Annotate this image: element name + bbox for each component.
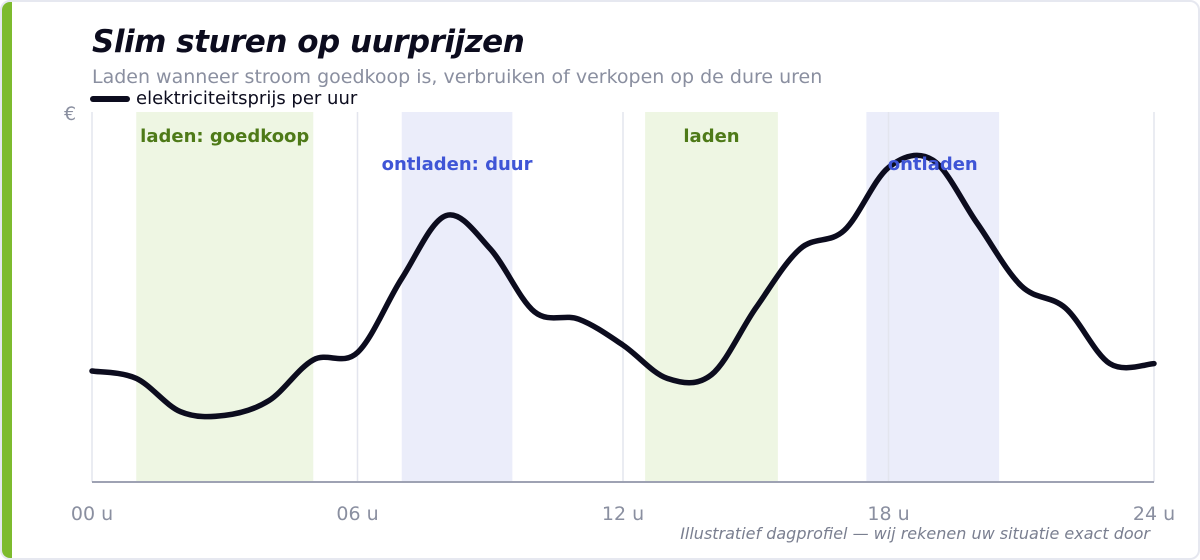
x-tick-label: 12 u: [602, 503, 644, 525]
legend: elektriciteitsprijs per uur: [90, 88, 357, 109]
chart-subtitle: Laden wanneer stroom goedkoop is, verbru…: [92, 66, 823, 88]
band-charge-2: [645, 112, 778, 482]
x-tick-label: 06 u: [336, 503, 378, 525]
label-layer: laden: goedkoop ontladen: duur laden ontlad…: [140, 126, 978, 175]
band-label-0: laden: goedkoop: [140, 126, 309, 147]
legend-label: elektriciteitsprijs per uur: [136, 88, 358, 109]
chart-title: Slim sturen op uurprijzen: [92, 24, 525, 60]
bands-layer: [136, 112, 1000, 482]
band-discharge-1: [401, 112, 513, 482]
band-label-1: ontladen: duur: [382, 154, 533, 175]
price-line: [89, 152, 1157, 420]
x-tick-label: 00 u: [71, 503, 113, 525]
grid-layer: [91, 112, 1155, 482]
y-axis-label: €: [64, 103, 76, 125]
line-layer: [89, 152, 1157, 420]
footnote: Illustratief dagprofiel — wij rekenen uw…: [680, 524, 1150, 543]
axis-layer: €00 u 06 u 12 u 18 u 24 u: [64, 103, 1175, 525]
legend-swatch: [90, 95, 130, 102]
x-tick-label: 18 u: [867, 503, 909, 525]
x-tick-label: 24 u: [1133, 503, 1175, 525]
band-label-3: ontladen: [888, 154, 978, 175]
accent-bar: [2, 2, 12, 558]
band-charge-0: [136, 112, 314, 482]
band-label-2: laden: [683, 126, 739, 147]
